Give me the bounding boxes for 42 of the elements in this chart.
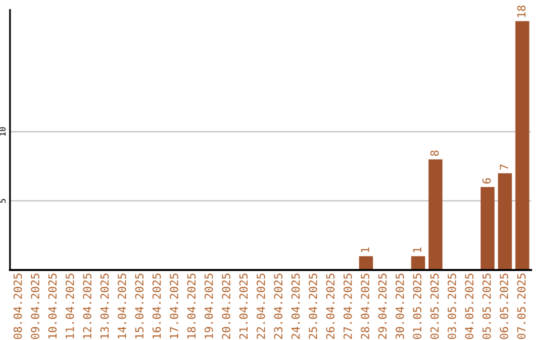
- x-tick-label: 26.04.2025: [326, 274, 335, 339]
- x-tick-label: 04.05.2025: [465, 274, 474, 339]
- x-tick-label: 09.04.2025: [30, 274, 40, 339]
- x-tick-label: 27.04.2025: [344, 274, 352, 339]
- x-tick-label: 16.04.2025: [152, 274, 161, 338]
- bar: [498, 173, 512, 270]
- data-label: 6: [482, 178, 491, 184]
- data-label: 1: [361, 247, 370, 252]
- x-tick-label: 14.04.2025: [118, 274, 126, 338]
- x-tick-label: 23.04.2025: [274, 274, 282, 339]
- x-tick-label: 22.04.2025: [256, 274, 266, 339]
- x-tick-label: 12.04.2025: [83, 274, 92, 338]
- data-label: 7: [500, 164, 508, 170]
- x-tick-label: 19.04.2025: [204, 274, 213, 338]
- data-label: 8: [430, 150, 439, 156]
- x-tick-label: 02.05.2025: [430, 274, 439, 339]
- x-tick-label: 01.05.2025: [412, 274, 422, 339]
- x-tick-label: 10.04.2025: [48, 274, 57, 338]
- x-tick-label: 03.05.2025: [448, 274, 456, 339]
- x-tick-label: 29.04.2025: [378, 274, 387, 339]
- data-label: 1: [413, 247, 422, 252]
- x-tick-label: 07.05.2025: [517, 274, 526, 339]
- x-tick-label: 15.04.2025: [135, 274, 144, 338]
- bar: [411, 256, 426, 270]
- x-tick-label: 05.05.2025: [482, 274, 491, 339]
- x-tick-label: 25.04.2025: [308, 274, 318, 339]
- x-tick-label: 11.04.2025: [66, 274, 74, 338]
- x-tick-label: 30.04.2025: [396, 274, 404, 339]
- bar: [359, 256, 373, 270]
- x-tick-label: 20.04.2025: [222, 274, 230, 339]
- x-tick-label: 06.05.2025: [500, 274, 508, 339]
- x-tick-label: 08.04.2025: [14, 274, 22, 339]
- data-label: 18: [517, 6, 526, 17]
- x-tick-label: 18.04.2025: [187, 274, 196, 338]
- x-tick-label: 13.04.2025: [100, 274, 109, 338]
- x-tick-label: 17.04.2025: [170, 274, 178, 338]
- bar: [480, 187, 495, 270]
- x-tick-label: 21.04.2025: [239, 274, 248, 339]
- bar: [428, 159, 442, 270]
- x-tick-label: 24.04.2025: [291, 274, 300, 339]
- x-tick-label: 28.04.2025: [360, 274, 370, 339]
- bar: [515, 21, 530, 270]
